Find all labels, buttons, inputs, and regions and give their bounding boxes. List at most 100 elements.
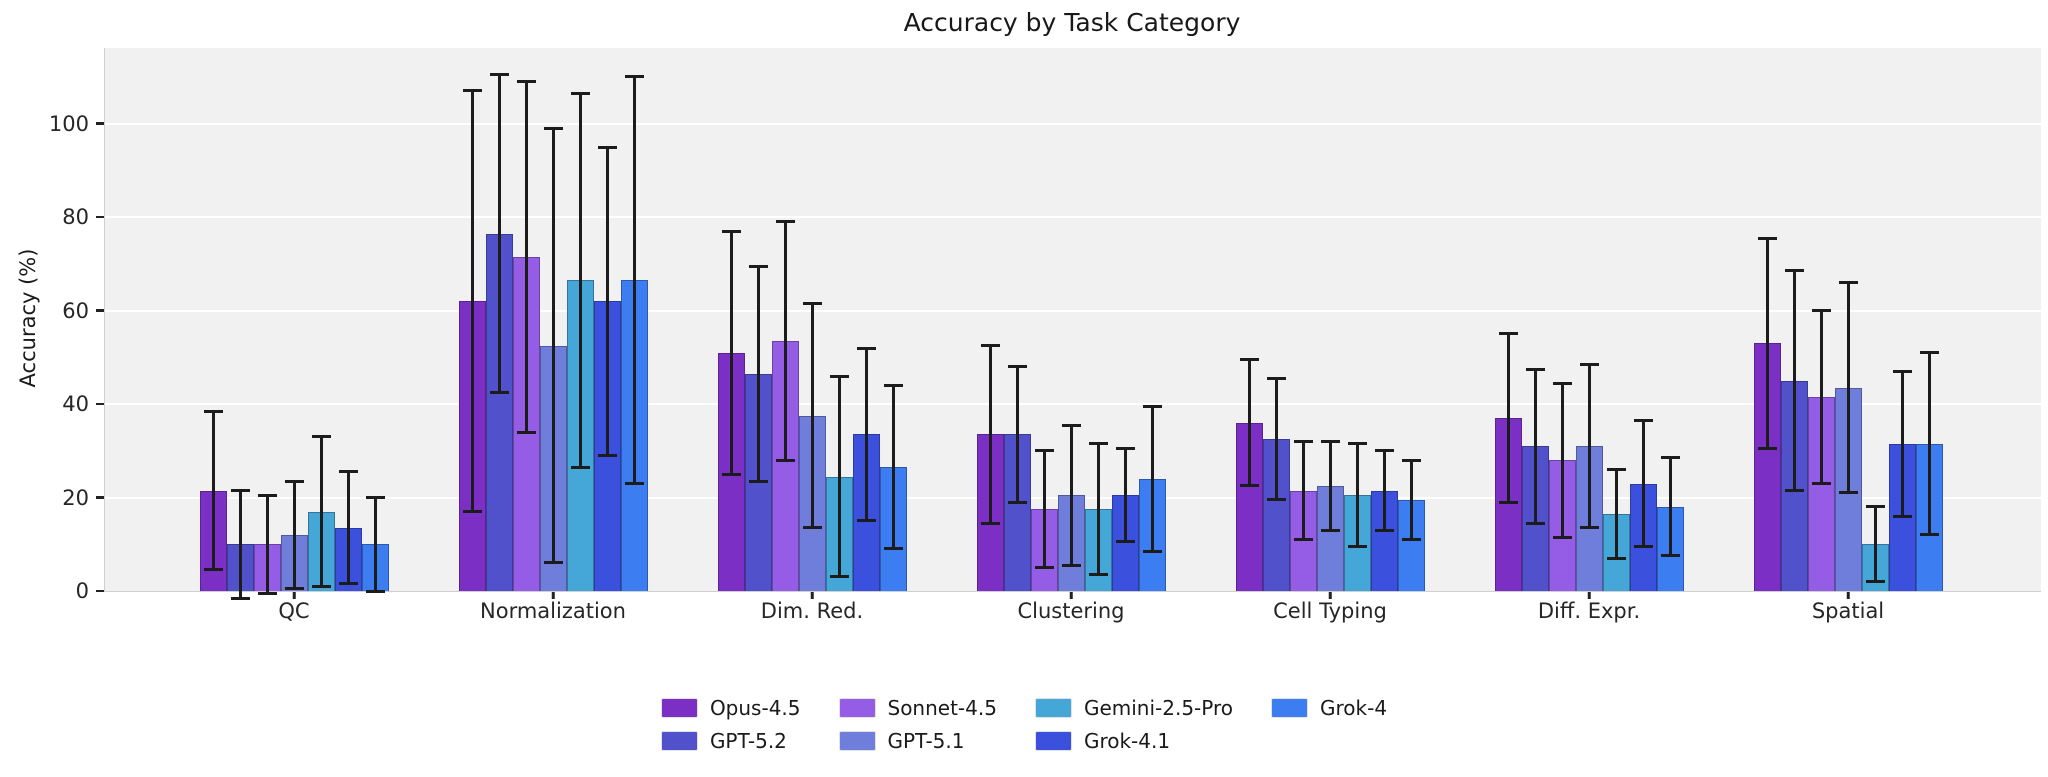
error-bar bbox=[1069, 425, 1073, 566]
error-bar bbox=[265, 495, 269, 594]
error-bar bbox=[1927, 352, 1931, 535]
y-tick-mark bbox=[96, 309, 104, 312]
error-bar-cap bbox=[1088, 442, 1108, 446]
error-bar bbox=[470, 90, 474, 512]
error-bar bbox=[1614, 469, 1618, 559]
y-tick-mark bbox=[96, 589, 104, 593]
x-tick-mark bbox=[292, 592, 296, 599]
error-bar-cap bbox=[1865, 580, 1885, 584]
error-bar bbox=[1846, 282, 1850, 493]
error-bar bbox=[810, 303, 814, 528]
error-bar-cap bbox=[829, 374, 849, 378]
error-bar-cap bbox=[365, 589, 385, 593]
y-tick-mark bbox=[96, 402, 104, 406]
error-bar-cap bbox=[1525, 367, 1545, 371]
error-bar-cap bbox=[1266, 498, 1286, 502]
error-bar-cap bbox=[1347, 442, 1367, 446]
error-bar-cap bbox=[1606, 468, 1626, 471]
legend-column: Opus-4.5 GPT-5.2 bbox=[660, 696, 801, 753]
error-bar-cap bbox=[1061, 563, 1081, 567]
error-bar-cap bbox=[1892, 369, 1912, 373]
error-bar bbox=[373, 497, 377, 591]
error-bar-cap bbox=[257, 591, 277, 595]
error-bar-cap bbox=[1660, 554, 1680, 558]
error-bar-cap bbox=[1374, 449, 1394, 453]
y-tick-label: 0 bbox=[75, 579, 89, 603]
error-bar-cap bbox=[1239, 484, 1259, 488]
legend-entry-gemini-2.5-pro: Gemini-2.5-Pro bbox=[1034, 696, 1233, 720]
error-bar-cap bbox=[284, 479, 304, 483]
error-bar bbox=[632, 76, 636, 484]
error-bar bbox=[1382, 450, 1386, 531]
error-bar bbox=[1274, 378, 1278, 500]
error-bar-cap bbox=[1007, 365, 1027, 369]
x-tick-label-spatial: Spatial bbox=[1811, 599, 1885, 623]
error-bar-cap bbox=[1347, 545, 1367, 549]
error-bar bbox=[783, 221, 787, 461]
y-axis-label: Accuracy (%) bbox=[16, 248, 40, 388]
legend-column: Grok-4 bbox=[1271, 696, 1387, 720]
error-bar-cap bbox=[570, 465, 590, 469]
legend-label: Grok-4 bbox=[1320, 696, 1388, 720]
error-bar-cap bbox=[829, 575, 849, 579]
legend-swatch-gpt-5.2 bbox=[660, 731, 698, 751]
error-bar-cap bbox=[311, 584, 331, 588]
x-tick-label-normalization: Normalization bbox=[480, 599, 626, 623]
error-bar-cap bbox=[1320, 528, 1340, 532]
error-bar-cap bbox=[775, 458, 795, 462]
error-bar-cap bbox=[1579, 526, 1599, 530]
error-bar-cap bbox=[489, 73, 509, 77]
error-bar bbox=[988, 345, 992, 524]
error-bar-cap bbox=[1320, 439, 1340, 443]
error-bar bbox=[1668, 457, 1672, 556]
error-bar bbox=[1533, 369, 1537, 524]
error-bar-cap bbox=[1142, 549, 1162, 553]
x-tick-label-diff-expr-: Diff. Expr. bbox=[1537, 599, 1641, 623]
bar-gpt-5.2-clustering bbox=[1003, 434, 1031, 591]
error-bar bbox=[1560, 383, 1564, 538]
gridline bbox=[105, 216, 2041, 219]
error-bar bbox=[238, 490, 242, 598]
error-bar bbox=[1641, 420, 1645, 547]
error-bar-cap bbox=[1498, 332, 1518, 336]
error-bar-cap bbox=[543, 561, 563, 565]
error-bar-cap bbox=[1552, 535, 1572, 539]
error-bar-cap bbox=[1293, 439, 1313, 443]
legend: Opus-4.5 GPT-5.2 Sonnet-4.5 GPT-5.1 Gemini-2… bbox=[0, 696, 2048, 753]
error-bar-cap bbox=[1811, 482, 1831, 486]
legend-swatch-opus-4.5 bbox=[660, 698, 698, 718]
error-bar bbox=[1015, 366, 1019, 503]
y-tick-label: 20 bbox=[62, 485, 89, 510]
legend-entry-gpt-5.1: GPT-5.1 bbox=[838, 729, 997, 753]
x-tick-mark bbox=[1328, 592, 1332, 599]
error-bar-cap bbox=[1633, 545, 1653, 549]
legend-swatch-sonnet-4.5 bbox=[838, 698, 876, 718]
error-bar-cap bbox=[1034, 566, 1054, 570]
legend-column: Gemini-2.5-Pro Grok-4.1 bbox=[1034, 696, 1233, 753]
error-bar bbox=[1765, 238, 1769, 449]
error-bar-cap bbox=[721, 229, 741, 233]
x-tick-label-cell-typing: Cell Typing bbox=[1273, 599, 1387, 623]
error-bar-cap bbox=[516, 80, 536, 84]
legend-entry-sonnet-4.5: Sonnet-4.5 bbox=[838, 696, 997, 720]
error-bar-cap bbox=[1266, 376, 1286, 380]
legend-entry-grok-4: Grok-4 bbox=[1271, 696, 1387, 720]
legend-swatch-grok-4 bbox=[1271, 698, 1308, 718]
error-bar-cap bbox=[1115, 540, 1135, 544]
error-bar-cap bbox=[775, 220, 795, 224]
legend-entry-opus-4.5: Opus-4.5 bbox=[660, 696, 801, 720]
error-bar-cap bbox=[624, 482, 644, 486]
error-bar-cap bbox=[883, 547, 903, 551]
error-bar-cap bbox=[516, 430, 536, 434]
error-bar bbox=[891, 385, 895, 549]
error-bar-cap bbox=[257, 493, 277, 497]
error-bar-cap bbox=[1552, 381, 1572, 385]
error-bar bbox=[1506, 333, 1510, 503]
gridline bbox=[105, 403, 2041, 406]
error-bar bbox=[524, 81, 528, 433]
error-bar bbox=[578, 93, 582, 468]
gridline bbox=[105, 309, 2041, 312]
error-bar-cap bbox=[1892, 514, 1912, 518]
y-tick-mark bbox=[96, 496, 104, 499]
legend-label: Gemini-2.5-Pro bbox=[1083, 696, 1233, 720]
